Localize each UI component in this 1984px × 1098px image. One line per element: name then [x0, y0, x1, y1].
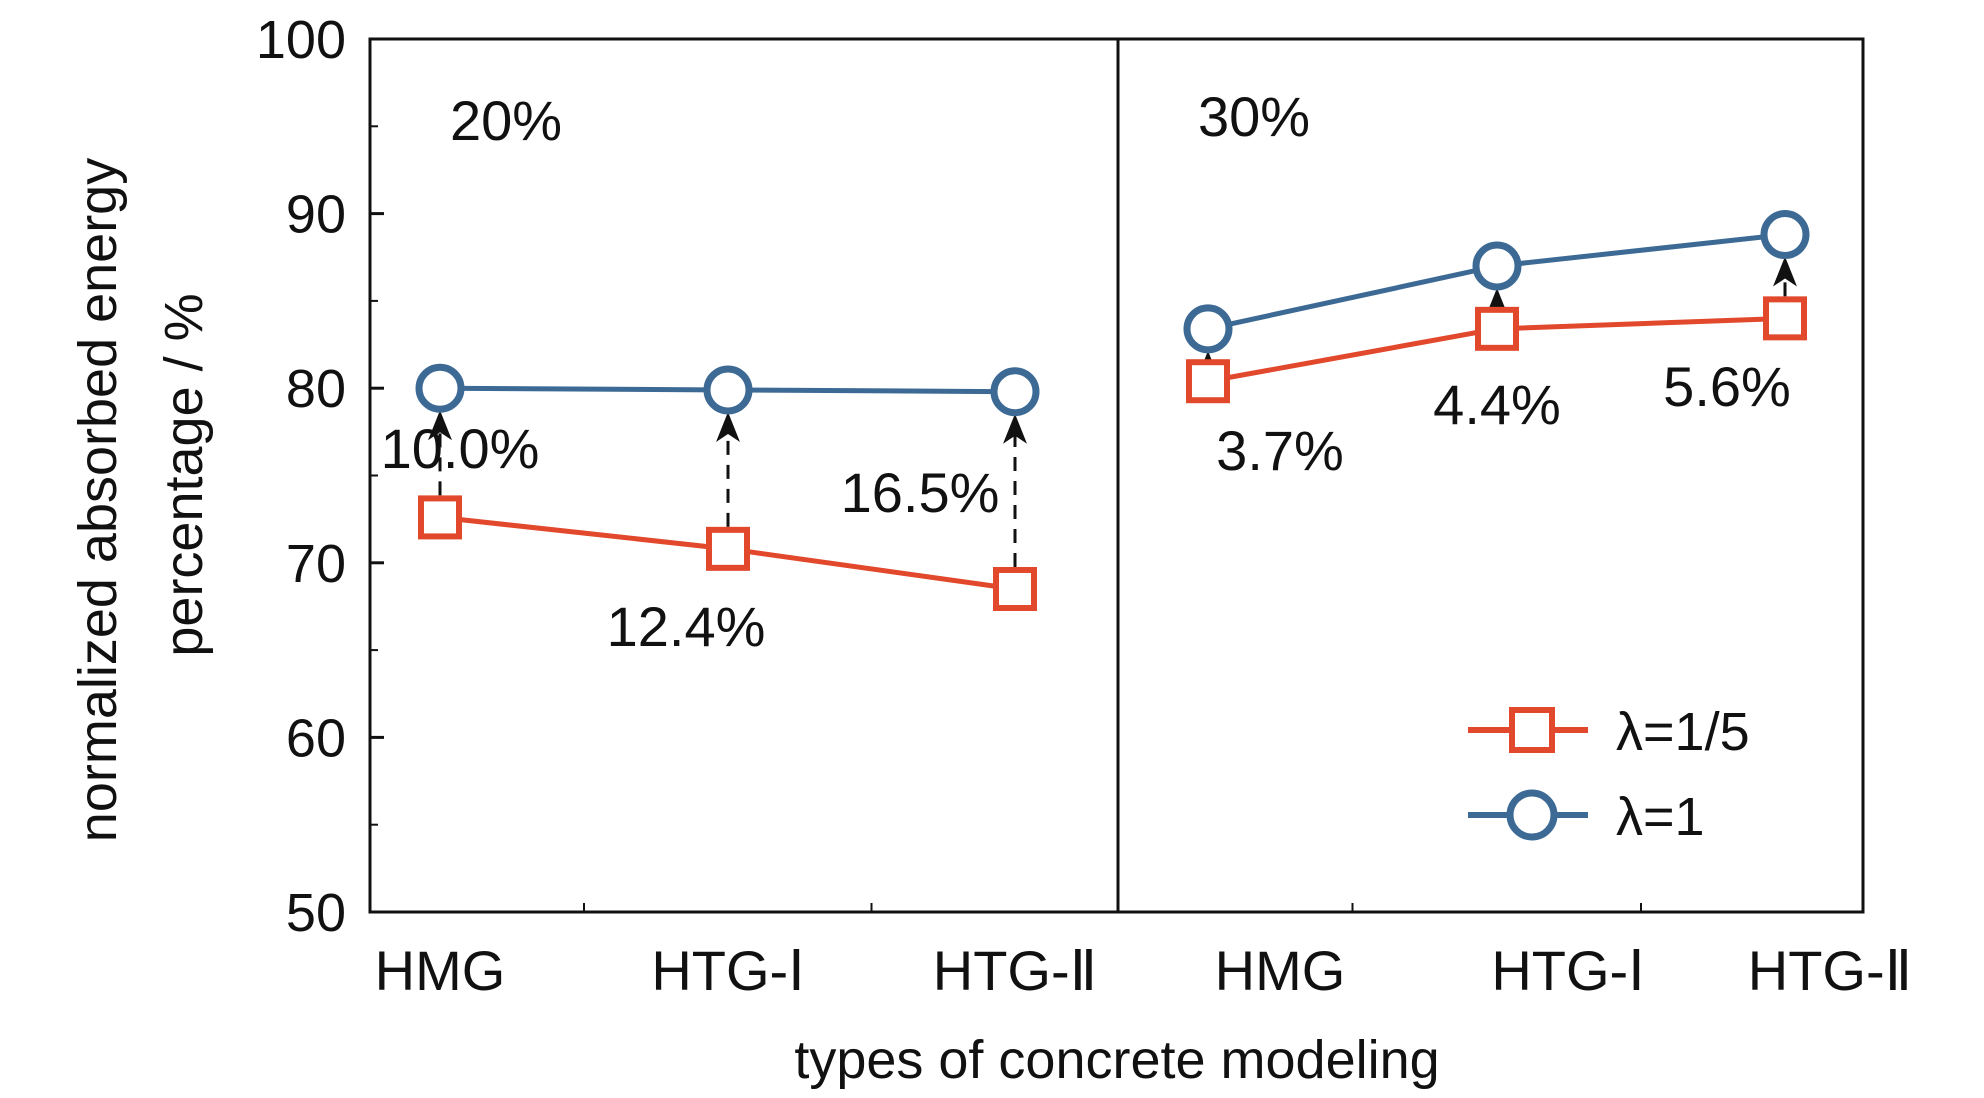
legend-marker-square: [1509, 707, 1555, 753]
x-axis-ticks: HMG HTG-Ⅰ HTG-Ⅱ HMG HTG-Ⅰ HTG-Ⅱ: [375, 903, 1912, 1002]
legend: λ=1/5 λ=1: [1468, 702, 1750, 847]
x-tick-label-htg-panel-2: HTG-Ⅱ: [1748, 939, 1912, 1002]
gap-annotation-panel-2-2: 4.4%: [1433, 373, 1561, 436]
y-tick-label-70: 70: [286, 534, 346, 594]
y-axis-ticks: 50 60 70 80 90 100: [256, 10, 384, 943]
gap-arrow-head: [428, 410, 452, 441]
x-axis-title: types of concrete modeling: [794, 1030, 1439, 1090]
point-lambda-1-5-htg-panel-2: [1763, 296, 1807, 341]
point-lambda-1-5-htg-panel-1: [993, 566, 1037, 611]
y-axis-title-line-1: normalized absorbed energy: [68, 158, 128, 842]
gap-annotation-panel-2-1: 3.7%: [1216, 419, 1344, 482]
y-tick-label-90: 90: [286, 185, 346, 245]
x-tick-label-hmg-panel-2: HMG: [1215, 939, 1346, 1002]
x-tick-label-htg-panel-1: HTG-Ⅱ: [933, 939, 1097, 1002]
y-axis-title-line-2: percentage / %: [154, 293, 214, 656]
gap-annotation-panel-1-2: 12.4%: [607, 595, 766, 658]
point-lambda-1-hmg-panel-2: [1183, 304, 1233, 354]
x-tick-label-htg-panel-2: HTG-Ⅰ: [1491, 939, 1644, 1002]
legend-label-lambda-1-5: λ=1/5: [1616, 702, 1750, 762]
gap-arrow-head: [716, 411, 740, 442]
x-tick-label-htg-panel-1: HTG-Ⅰ: [651, 939, 804, 1002]
point-lambda-1-htg-panel-2: [1760, 210, 1810, 260]
gap-annotation-panel-1-3: 16.5%: [841, 461, 1000, 524]
point-lambda-1-hmg-panel-1: [415, 363, 465, 413]
series-layer: [415, 210, 1810, 611]
point-lambda-1-5-hmg-panel-1: [418, 495, 462, 540]
point-lambda-1-5-htg-panel-1: [706, 526, 750, 571]
x-tick-label-hmg-panel-1: HMG: [375, 939, 506, 1002]
legend-label-lambda-1: λ=1: [1616, 787, 1705, 847]
point-lambda-1-htg-panel-1: [990, 367, 1040, 417]
gap-arrow-head: [1773, 256, 1797, 287]
annotation-layer: 10.0% 12.4% 16.5% 3.7% 4.4% 5.6%: [381, 355, 1791, 658]
y-tick-label-100: 100: [256, 10, 346, 70]
panel-label-right: 30%: [1198, 85, 1310, 148]
point-lambda-1-5-hmg-panel-2: [1186, 359, 1230, 404]
gap-arrow-head: [1003, 413, 1027, 444]
gap-annotation-panel-2-3: 5.6%: [1663, 355, 1791, 418]
gap-annotation-panel-1-1: 10.0%: [381, 417, 540, 480]
plot-frame: [368, 37, 1865, 914]
legend-marker-circle: [1506, 789, 1558, 841]
point-lambda-1-5-htg-panel-2: [1475, 306, 1519, 351]
y-tick-label-60: 60: [286, 708, 346, 768]
point-lambda-1-htg-panel-2: [1472, 241, 1522, 291]
y-tick-label-80: 80: [286, 359, 346, 419]
point-lambda-1-htg-panel-1: [703, 365, 753, 415]
panel-label-left: 20%: [450, 89, 562, 152]
y-tick-label-50: 50: [286, 883, 346, 943]
